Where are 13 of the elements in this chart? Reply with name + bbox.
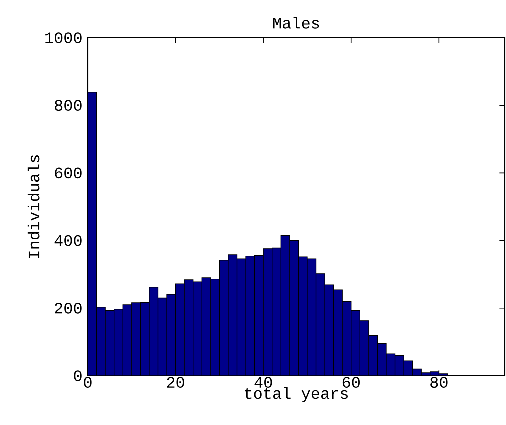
x-tick-label: 60 xyxy=(342,377,360,388)
x-tick-label: 0 xyxy=(84,377,92,388)
y-tick-label: 1000 xyxy=(46,32,82,44)
y-tick-label: 600 xyxy=(55,168,82,179)
y-tick-label: 400 xyxy=(54,235,82,246)
x-tick-label: 80 xyxy=(430,377,448,388)
chart-title: Males xyxy=(274,17,320,29)
x-axis-title: total years xyxy=(245,387,348,402)
x-tick-label: 20 xyxy=(167,377,184,388)
y-tick-label: 200 xyxy=(55,302,82,314)
x-tick-label: 40 xyxy=(254,377,272,388)
y-tick-label: 800 xyxy=(55,100,82,112)
y-axis-title: Individuals xyxy=(28,156,40,258)
